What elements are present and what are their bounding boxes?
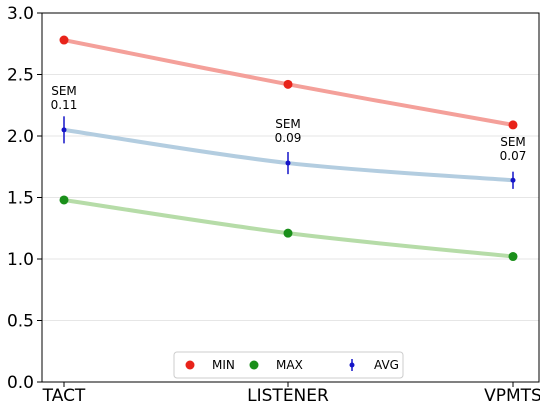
sem-value: 0.11: [51, 98, 78, 112]
data-point-max: [59, 195, 69, 205]
y-tick-label: 0.0: [7, 373, 34, 393]
x-tick-label: TACT: [42, 386, 86, 404]
data-point-avg: [510, 177, 516, 183]
legend: MIN MAX AVG: [173, 351, 404, 379]
sem-value: 0.07: [500, 149, 527, 163]
data-point-avg: [285, 160, 291, 166]
legend-box: [173, 351, 404, 379]
data-point-min: [508, 120, 518, 130]
y-tick-label: 0.5: [7, 312, 34, 332]
data-point-max: [283, 228, 293, 238]
legend-marker-max: [249, 360, 259, 370]
x-tick-label: VPMTS: [484, 386, 540, 404]
legend-marker-min: [185, 360, 195, 370]
series-line-max: [62, 197, 515, 259]
y-tick-label: 2.5: [7, 66, 34, 86]
y-tick-label: 2.0: [7, 127, 34, 147]
y-tick-label: 1.5: [7, 189, 34, 209]
legend-marker-avg: [349, 362, 355, 368]
y-tick-label: 1.0: [7, 250, 34, 270]
sem-label: SEM: [500, 135, 526, 149]
sem-label: SEM: [275, 117, 301, 131]
legend-label-max: MAX: [276, 358, 303, 372]
sem-value: 0.09: [275, 131, 302, 145]
data-point-min: [59, 35, 69, 45]
legend-label-avg: AVG: [374, 358, 399, 372]
data-point-max: [508, 252, 518, 262]
legend-label-min: MIN: [212, 358, 235, 372]
grid-layer: [42, 74, 539, 321]
axis-layer: 0.0 0.5 1.0 1.5 2.0 2.5 3.0 TACT LISTENER VPMTS: [7, 4, 540, 404]
series-layer: [59, 35, 518, 262]
x-tick-label: LISTENER: [247, 386, 329, 404]
y-tick-label: 3.0: [7, 4, 34, 24]
data-point-avg: [61, 127, 67, 133]
sem-label: SEM: [51, 84, 77, 98]
data-point-min: [283, 79, 293, 89]
